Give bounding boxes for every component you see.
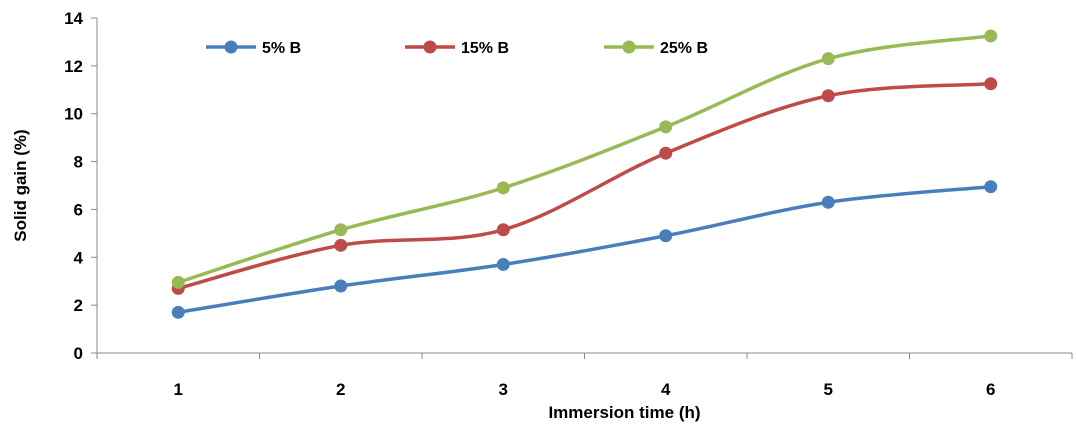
series-2 <box>171 77 998 295</box>
series-line <box>177 184 991 315</box>
x-axis-title: Immersion time (h) <box>548 403 700 422</box>
data-point <box>984 29 998 43</box>
data-point <box>821 89 835 103</box>
data-point <box>821 195 835 209</box>
x-tick-label: 2 <box>336 380 345 399</box>
y-tick-label: 0 <box>74 344 83 363</box>
x-tick-label: 3 <box>499 380 508 399</box>
legend-label: 5% B <box>262 40 301 57</box>
legend-item: 25% B <box>604 40 708 57</box>
legend-item: 5% B <box>206 40 301 57</box>
data-point <box>496 257 510 271</box>
legend-marker-swatch <box>423 40 437 54</box>
data-point <box>984 180 998 194</box>
series-line <box>177 82 991 291</box>
legend: 5% B 15% B 25% B <box>206 40 708 57</box>
x-tick-label: 5 <box>824 380 833 399</box>
series-3 <box>171 29 998 289</box>
x-axis-ticks: 1 2 3 4 5 6 <box>96 353 1073 399</box>
y-tick-label: 6 <box>74 200 83 219</box>
y-tick-label: 8 <box>74 153 83 172</box>
data-point <box>659 146 673 160</box>
legend-label: 25% B <box>660 40 708 57</box>
y-axis-title: Solid gain (%) <box>11 129 30 241</box>
x-tick-label: 4 <box>661 380 671 399</box>
data-point <box>496 181 510 195</box>
y-tick-label: 12 <box>64 57 83 76</box>
data-point <box>659 120 673 134</box>
legend-marker-swatch <box>224 40 238 54</box>
data-point <box>496 223 510 237</box>
data-point <box>334 238 348 252</box>
data-point <box>821 52 835 66</box>
data-point <box>334 223 348 237</box>
series-line <box>177 34 991 285</box>
y-tick-label: 10 <box>64 105 83 124</box>
x-tick-label: 6 <box>986 380 995 399</box>
y-tick-label: 14 <box>64 9 83 28</box>
series-layer <box>171 29 998 319</box>
x-tick-label: 1 <box>174 380 183 399</box>
series-1 <box>171 180 998 319</box>
y-axis-ticks: 0 2 4 6 8 10 12 14 <box>64 9 97 363</box>
legend-label: 15% B <box>461 40 509 57</box>
y-tick-label: 2 <box>74 296 83 315</box>
data-point <box>171 275 185 289</box>
data-point <box>171 305 185 319</box>
data-point <box>659 229 673 243</box>
legend-item: 15% B <box>405 40 509 57</box>
data-point <box>334 279 348 293</box>
data-point <box>984 77 998 91</box>
legend-marker-swatch <box>622 40 636 54</box>
y-tick-label: 4 <box>74 248 84 267</box>
